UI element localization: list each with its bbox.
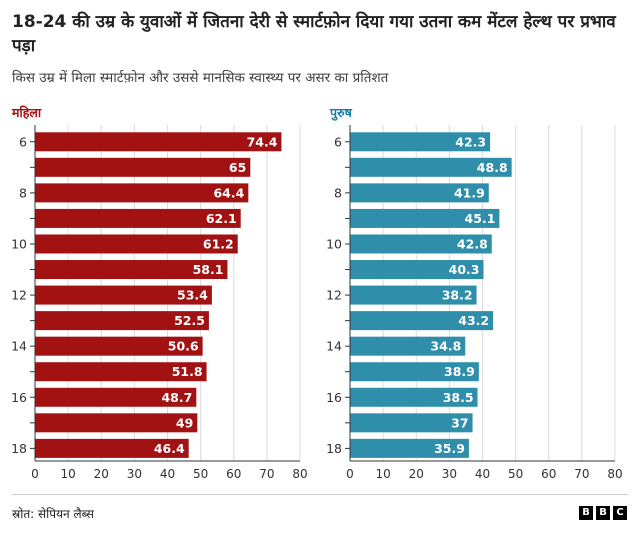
x-tick-label: 30 [442,467,457,481]
bar [350,362,479,382]
footer-divider [12,494,628,495]
bar [350,260,484,280]
y-tick-label: 18 [326,441,342,456]
x-tick-label: 60 [541,467,556,481]
bar [35,132,282,152]
y-tick-label: 18 [11,441,27,456]
y-tick-label: 6 [19,134,27,149]
bar [350,208,500,228]
x-tick-label: 70 [574,467,589,481]
bar [350,132,491,152]
y-tick-label: 8 [19,185,27,200]
y-tick-label: 14 [326,339,342,354]
panel-title: महिला [11,105,42,120]
x-tick-label: 40 [160,467,175,481]
data-label: 38.9 [444,364,475,379]
x-tick-label: 20 [409,467,424,481]
data-label: 35.9 [434,441,465,456]
logo-letter: C [613,506,627,520]
chart-title: 18-24 की उम्र के युवाओं में जितना देरी स… [12,12,616,56]
x-tick-label: 10 [60,467,75,481]
bbc-logo: B B C [579,506,627,520]
x-tick-label: 40 [475,467,490,481]
bar [35,234,238,254]
data-label: 40.3 [449,262,480,277]
bar [35,387,197,407]
data-label: 52.5 [174,313,205,328]
y-tick-label: 16 [326,390,342,405]
data-label: 42.3 [455,134,486,149]
bar [35,285,212,305]
data-label: 43.2 [458,313,489,328]
bar [35,413,198,433]
data-label: 49 [176,415,193,430]
data-label: 45.1 [465,211,496,226]
bar [35,260,228,280]
panel-1: पुरुष 0 10 20 30 40 50 60 70 80 6 42.3 48.8 8 41.9 45.1… [326,105,623,481]
x-tick-label: 80 [607,467,622,481]
data-label: 74.4 [247,134,278,149]
data-label: 65 [229,160,246,175]
bar [350,285,477,305]
x-tick-label: 50 [508,467,523,481]
x-tick-label: 30 [127,467,142,481]
data-label: 61.2 [203,236,234,251]
data-label: 38.5 [443,390,474,405]
bar [35,336,203,356]
panel-title: पुरुष [329,105,353,121]
y-tick-label: 14 [11,339,27,354]
data-label: 48.7 [161,390,192,405]
data-label: 42.8 [457,236,488,251]
data-label: 34.8 [430,339,461,354]
panel-0: महिला 0 10 20 30 40 50 60 70 80 6 74.465 8 64.4 62.1 10… [11,105,308,481]
bar [35,438,189,458]
data-label: 64.4 [213,185,244,200]
bar [350,413,473,433]
data-label: 58.1 [193,262,224,277]
bar [35,362,207,382]
bar [350,336,466,356]
y-tick-label: 10 [326,236,342,251]
logo-letter: B [579,506,593,520]
x-tick-label: 60 [226,467,241,481]
chart-subtitle: किस उम्र में मिला स्मार्टफ़ोन और उससे मा… [12,70,389,86]
x-tick-label: 10 [375,467,390,481]
x-tick-label: 80 [292,467,307,481]
y-tick-label: 8 [334,185,342,200]
x-tick-label: 0 [346,467,354,481]
y-tick-label: 10 [11,236,27,251]
data-label: 50.6 [168,339,199,354]
bar [350,157,512,177]
data-label: 62.1 [206,211,237,226]
data-label: 51.8 [172,364,203,379]
y-tick-label: 12 [326,288,342,303]
bar [350,387,478,407]
y-tick-label: 6 [334,134,342,149]
bar [35,311,209,331]
data-label: 38.2 [442,288,473,303]
y-tick-label: 12 [11,288,27,303]
data-label: 46.4 [154,441,185,456]
bar [35,208,241,228]
x-tick-label: 50 [193,467,208,481]
y-tick-label: 16 [11,390,27,405]
source-note: स्रोत: सेपियन लैब्स [12,507,94,521]
bar [35,183,249,203]
data-label: 48.8 [477,160,508,175]
logo-letter: B [596,506,610,520]
data-label: 37 [451,415,468,430]
bar [350,234,492,254]
x-tick-label: 20 [94,467,109,481]
data-label: 41.9 [454,185,485,200]
bar [35,157,251,177]
x-tick-label: 70 [259,467,274,481]
x-tick-label: 0 [31,467,39,481]
bar [350,438,469,458]
data-label: 53.4 [177,288,208,303]
bar [350,183,489,203]
bar [350,311,494,331]
